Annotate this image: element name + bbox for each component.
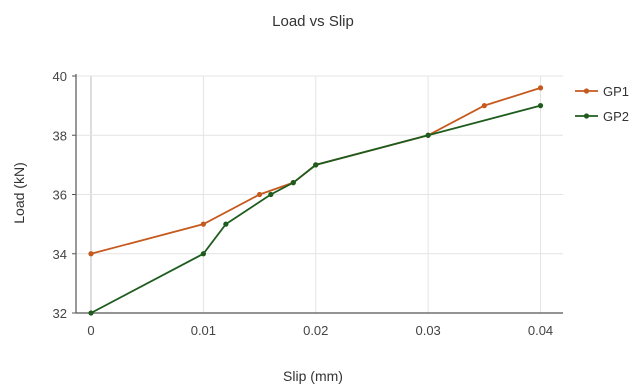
- x-axis-label: Slip (mm): [283, 368, 343, 384]
- data-point-gp1: [256, 191, 263, 198]
- legend-label-gp1: GP1: [603, 84, 629, 99]
- data-point-gp2: [268, 191, 274, 198]
- legend-marker-gp1: [583, 88, 590, 94]
- series-line-gp2: [90, 104, 541, 314]
- y-tick-label: 40: [53, 69, 67, 84]
- chart-title: Load vs Slip: [272, 13, 354, 30]
- data-point-gp2: [88, 310, 94, 316]
- data-point-gp2: [290, 180, 296, 186]
- data-point-gp2: [425, 132, 431, 138]
- legend: GP1 GP2: [575, 84, 629, 124]
- x-tick-label: 0.01: [191, 323, 216, 338]
- tick-labels: 0 0.01 0.02 0.03 0.04 32 34 36 38 40: [53, 69, 554, 338]
- x-tick-label: 0.03: [415, 323, 440, 338]
- axes: [72, 74, 563, 314]
- y-tick-label: 34: [53, 247, 67, 262]
- data-point-gp1: [537, 85, 544, 91]
- data-point-gp1: [200, 221, 206, 227]
- legend-marker-gp2: [583, 113, 590, 119]
- y-tick-label: 32: [53, 306, 67, 321]
- y-tick-label: 38: [53, 128, 67, 143]
- data-point-gp2: [200, 251, 206, 257]
- data-point-gp2: [223, 221, 229, 227]
- y-tick-label: 36: [53, 188, 67, 203]
- x-tick-label: 0.04: [528, 323, 553, 338]
- x-tick-label: 0: [87, 323, 94, 338]
- data-point-gp1: [88, 251, 94, 257]
- series-lines: [88, 85, 544, 316]
- x-tick-label: 0.02: [303, 323, 328, 338]
- data-point-gp2: [313, 162, 319, 168]
- y-axis-label: Load (kN): [11, 162, 27, 223]
- data-point-gp2: [537, 103, 544, 109]
- grid-lines: [77, 75, 563, 314]
- data-point-gp1: [481, 103, 487, 109]
- legend-label-gp2: GP2: [603, 109, 629, 124]
